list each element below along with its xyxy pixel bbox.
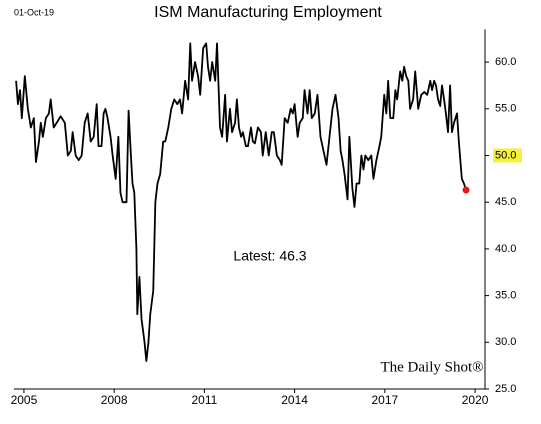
date-label: 01-Oct-19 — [14, 7, 54, 17]
y-tick-label: 55.0 — [495, 103, 516, 115]
y-tick-label: 40.0 — [495, 243, 516, 255]
y-tick-label: 50.0 — [495, 149, 516, 161]
x-tick-label: 2017 — [371, 393, 398, 407]
y-tick-label: 45.0 — [495, 196, 516, 208]
y-tick-label: 25.0 — [495, 383, 516, 395]
latest-point — [462, 186, 470, 194]
x-tick-label: 2005 — [11, 393, 38, 407]
x-tick-label: 2014 — [281, 393, 308, 407]
chart-title: ISM Manufacturing Employment — [154, 4, 382, 21]
y-tick-label: 30.0 — [495, 336, 516, 348]
watermark: The Daily Shot® — [380, 359, 483, 375]
y-tick-label: 35.0 — [495, 290, 516, 302]
x-tick-label: 2011 — [191, 393, 217, 407]
x-tick-label: 2020 — [462, 393, 489, 407]
annotation: Latest: 46.3 — [233, 248, 306, 264]
data-line — [15, 42, 467, 362]
y-tick-label: 60.0 — [495, 56, 516, 68]
tick-highlight — [493, 148, 522, 163]
x-tick-label: 2008 — [101, 393, 128, 407]
